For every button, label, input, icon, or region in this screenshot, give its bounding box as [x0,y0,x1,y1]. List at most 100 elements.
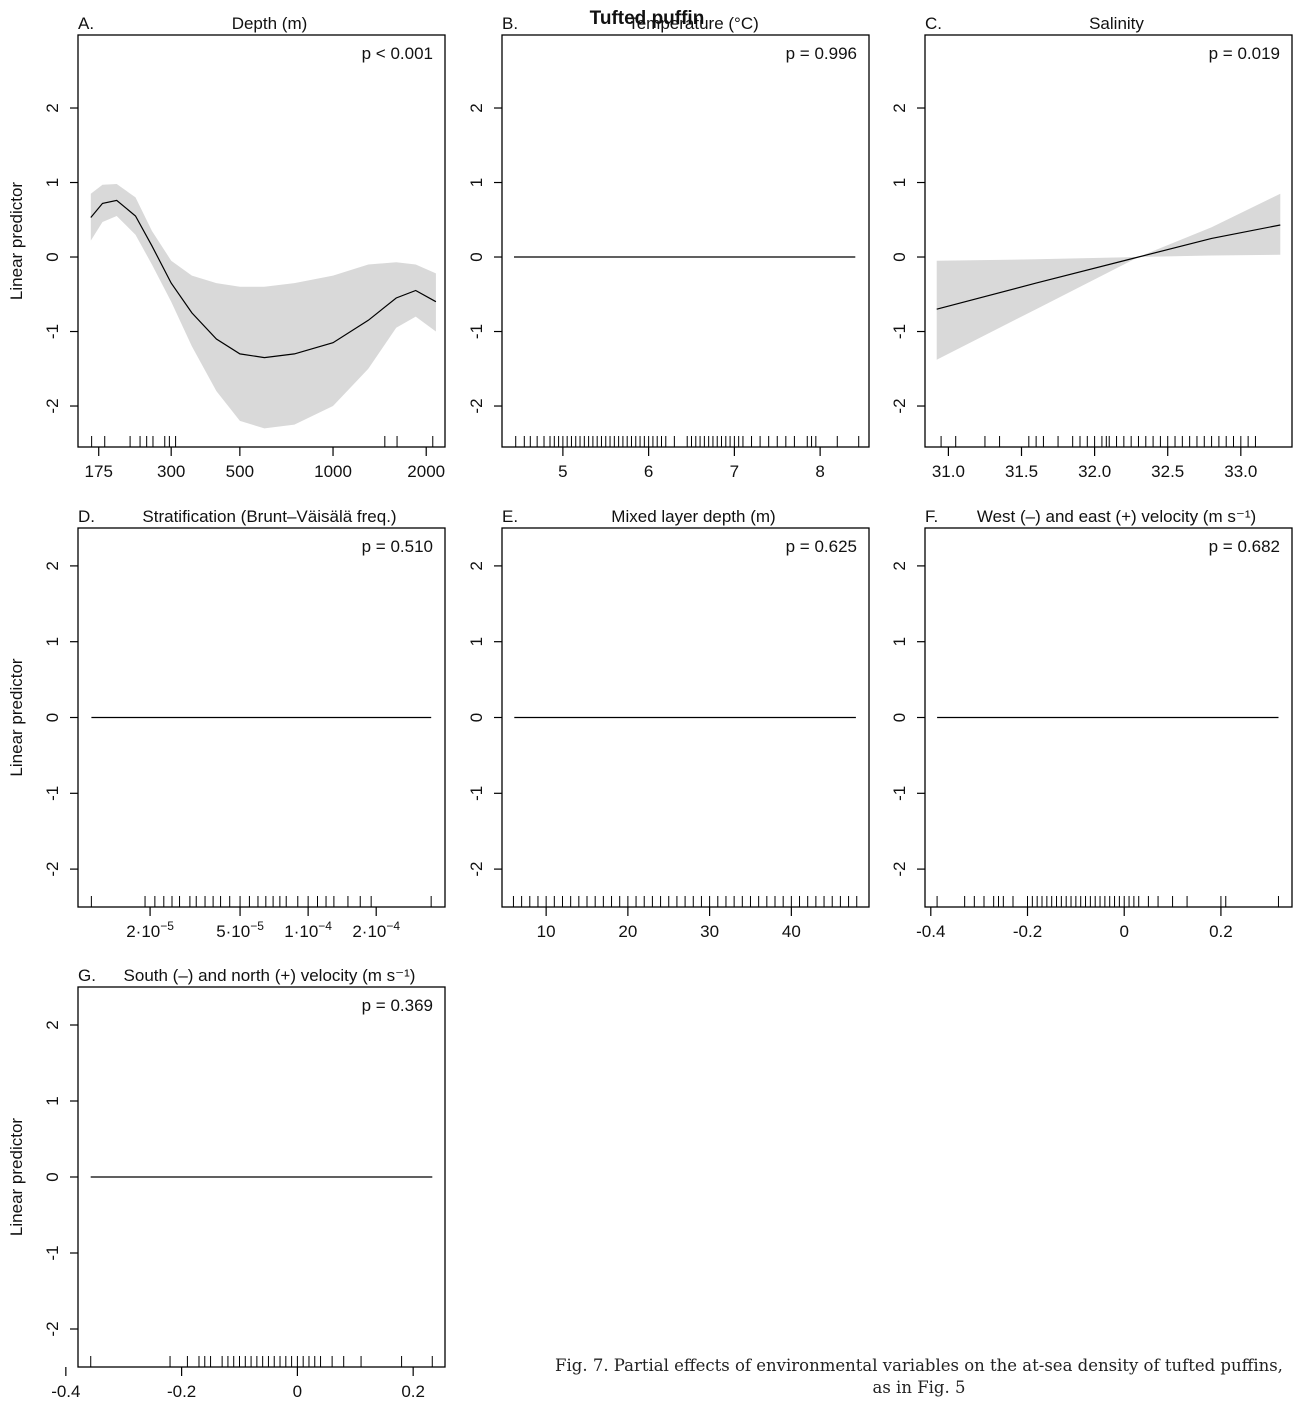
x-tick-label-base: 5·10 [216,922,250,941]
x-tick-label-base: 2·10 [352,922,386,941]
panel-title: Stratification (Brunt–Väisälä freq.) [142,507,396,526]
p-value: p < 0.001 [362,44,433,63]
x-tick-label-base: 2·10 [126,922,160,941]
x-tick-label: 0.2 [401,1382,425,1401]
x-tick-label: 300 [157,462,185,481]
y-tick-label: -2 [43,862,62,877]
y-tick-label: 2 [43,561,62,570]
panel-title: South (–) and north (+) velocity (m s⁻¹) [124,966,416,985]
panel-label: E. [502,507,518,526]
y-tick-label: -2 [43,398,62,413]
y-tick-label: -1 [890,324,909,339]
fit-line [90,199,437,359]
p-value: p = 0.625 [786,537,857,556]
y-tick-label: 2 [43,103,62,112]
y-tick-label: 1 [467,178,486,187]
plot-frame [501,34,870,448]
caption: Fig. 7. Partial effects of environmental… [555,1356,1283,1397]
y-axis-label: Linear predictor [7,1118,26,1236]
y-tick-label: -1 [467,786,486,801]
panel-title: Salinity [1089,14,1144,33]
figure-title: Tufted puffin [590,8,705,29]
y-tick-label: 1 [467,637,486,646]
plot-frame [924,34,1293,448]
x-tick-label: 5 [558,462,567,481]
x-tick-label-exponent: −4 [318,919,332,933]
y-tick-label: -1 [467,324,486,339]
x-tick-label: -0.4 [51,1382,80,1401]
y-tick-label: 1 [43,1096,62,1105]
panel-label: A. [78,14,94,33]
x-tick-label: 31.0 [932,462,965,481]
y-tick-label: 1 [43,178,62,187]
x-tick-label-exponent: −4 [386,919,400,933]
x-tick-label: 500 [226,462,254,481]
y-tick-label: 1 [890,637,909,646]
y-tick-label: 2 [467,561,486,570]
y-axis-label: Linear predictor [7,182,26,300]
y-tick-label: -1 [43,324,62,339]
x-tick-label: 0 [1119,922,1128,941]
p-value: p = 0.019 [1209,44,1280,63]
panel-label: B. [502,14,518,33]
plot-frame [77,34,446,448]
x-tick-label: 2000 [407,462,445,481]
x-tick-label: 30 [700,922,719,941]
x-tick-label: 32.5 [1151,462,1184,481]
p-value: p = 0.996 [786,44,857,63]
x-tick-label: 32.0 [1078,462,1111,481]
x-tick-label: -0.4 [916,922,945,941]
x-tick-label: 10 [537,922,556,941]
x-tick-label: 1·10−4 [284,919,332,941]
x-tick-label: 0 [293,1382,302,1401]
y-tick-label: -1 [890,786,909,801]
y-tick-label: 1 [43,637,62,646]
x-tick-label-exponent: −5 [160,919,174,933]
y-tick-label: 0 [890,252,909,261]
y-tick-label: -2 [467,398,486,413]
panel-title: Depth (m) [232,14,308,33]
x-tick-label: 7 [730,462,739,481]
y-tick-label: -1 [43,786,62,801]
x-tick-label: 2·10−4 [352,919,400,941]
panel-title: Mixed layer depth (m) [611,507,775,526]
y-tick-label: -1 [43,1245,62,1260]
x-tick-label: 20 [618,922,637,941]
x-tick-label: -0.2 [1013,922,1042,941]
y-tick-label: 2 [890,561,909,570]
p-value: p = 0.510 [362,537,433,556]
x-tick-label: 2·10−5 [126,919,174,941]
y-tick-label: 0 [467,252,486,261]
y-tick-label: -2 [890,862,909,877]
y-tick-label: 2 [43,1020,62,1029]
x-tick-label: 8 [815,462,824,481]
y-tick-label: 0 [43,713,62,722]
x-tick-label: 33.0 [1224,462,1257,481]
x-tick-label: 175 [85,462,113,481]
x-tick-label-exponent: −5 [250,919,264,933]
y-tick-label: -2 [467,862,486,877]
x-tick-label-base: 32.0 [1078,462,1111,481]
panel-label: G. [78,966,96,985]
y-tick-label: 0 [890,713,909,722]
x-tick-label-base: 31.0 [932,462,965,481]
y-tick-label: 0 [467,713,486,722]
x-tick-label-base: 33.0 [1224,462,1257,481]
y-tick-label: 0 [43,252,62,261]
panel-label: C. [925,14,942,33]
confidence-band [936,193,1281,360]
p-value: p = 0.369 [362,996,433,1015]
fit-line [936,224,1281,310]
p-value: p = 0.682 [1209,537,1280,556]
y-axis-label: Linear predictor [7,658,26,776]
panel-title: West (–) and east (+) velocity (m s⁻¹) [977,507,1256,526]
x-tick-label: 0.2 [1209,922,1233,941]
y-tick-label: 2 [467,103,486,112]
y-tick-label: 0 [43,1172,62,1181]
x-tick-label-base: 1·10 [284,922,318,941]
panel-title: Temperature (°C) [628,14,759,33]
x-tick-label: 5·10−5 [216,919,264,941]
x-tick-label: 31.5 [1005,462,1038,481]
